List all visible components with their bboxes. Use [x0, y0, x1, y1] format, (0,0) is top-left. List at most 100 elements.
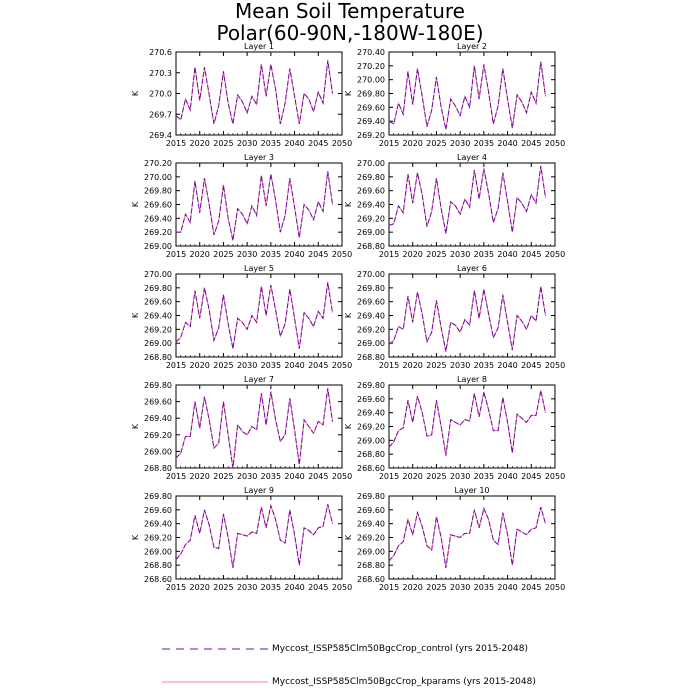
panel-4-frame	[388, 162, 556, 247]
panel-8-title: Layer 8	[457, 375, 487, 384]
panel-6-xtick-label: 2025	[426, 361, 446, 370]
panel-2-series-control	[388, 61, 547, 130]
panel-3-series-kparams	[176, 171, 334, 241]
panel-8-ytick-label: 269.20	[357, 423, 385, 432]
panel-8-frame	[388, 384, 556, 469]
panel-5-title: Layer 5	[244, 264, 274, 273]
panel-10-ytick-label: 268.80	[357, 561, 385, 570]
panel-6-ytick-label: 270.00	[357, 270, 385, 279]
panel-5-xtick-label: 2025	[213, 361, 233, 370]
panel-9-xtick-label: 2020	[190, 583, 210, 592]
panel-5-series-kparams	[175, 282, 334, 349]
panel-1-xtick-label: 2045	[308, 139, 328, 148]
panel-6-series-kparams	[388, 286, 547, 352]
panel-7-ytick-label: 269.00	[144, 447, 172, 456]
panel-5-xtick-label: 2015	[166, 361, 186, 370]
panel-7-xtick-label: 2040	[284, 472, 304, 481]
panel-5-xtick-label: 2050	[332, 361, 352, 370]
panel-7-xtick-label: 2050	[332, 472, 352, 481]
legend-label-control: Myccost_ISSP585Clm50BgcCrop_control (yrs…	[272, 644, 528, 654]
panel-4-xtick-label: 2040	[497, 250, 517, 259]
panel-6-xtick-label: 2050	[545, 361, 565, 370]
panel-9-frame	[175, 495, 343, 580]
panel-4-xtick-label: 2050	[545, 250, 565, 259]
panel-9-xtick-label: 2045	[308, 583, 328, 592]
panel-1-series-control	[175, 60, 334, 125]
panel-8-ytick-label: 269.00	[357, 436, 385, 445]
panel-2-xtick-label: 2035	[474, 139, 494, 148]
panel-5-series-control	[175, 282, 334, 349]
panel-10-xtick-label: 2035	[474, 583, 494, 592]
panel-7-frame	[175, 384, 343, 469]
panel-3-ytick-label: 270.20	[144, 159, 172, 168]
panel-9-ylabel: K	[131, 534, 140, 540]
legend-label-kparams: Myccost_ISSP585Clm50BgcCrop_kparams (yrs…	[272, 677, 536, 687]
panel-9-ytick-label: 269.40	[144, 520, 172, 529]
panel-3-ytick-label: 269.80	[144, 187, 172, 196]
panel-8-xtick-label: 2015	[379, 472, 399, 481]
panel-2-ylabel: K	[344, 90, 353, 96]
panel-9-xtick-label: 2040	[284, 583, 304, 592]
panel-2-ytick-label: 269.20	[357, 131, 385, 140]
panel-8-series-control	[388, 390, 546, 456]
panel-6-ytick-label: 269.60	[357, 298, 385, 307]
panel-1-xtick-label: 2035	[261, 139, 281, 148]
panel-8-xtick-label: 2025	[426, 472, 446, 481]
panel-2-ytick-label: 269.60	[357, 103, 385, 112]
panel-3-ylabel: K	[131, 201, 140, 207]
panel-6-title: Layer 6	[457, 264, 487, 273]
panel-3-xtick-label: 2025	[213, 250, 233, 259]
panel-4-xtick-label: 2035	[474, 250, 494, 259]
panel-2-ytick-label: 269.80	[357, 90, 385, 99]
panel-4-ytick-label: 268.80	[357, 242, 385, 251]
panel-8-ylabel: K	[344, 423, 353, 429]
panel-1-xtick-label: 2040	[284, 139, 304, 148]
panel-8-xtick-label: 2030	[450, 472, 470, 481]
panel-1-xtick-label: 2030	[237, 139, 257, 148]
panel-9-ytick-label: 268.80	[144, 561, 172, 570]
panel-7-ytick-label: 268.80	[144, 464, 172, 473]
panel-5-ytick-label: 269.20	[144, 325, 172, 334]
panel-10-ytick-label: 269.00	[357, 547, 385, 556]
panel-9-title: Layer 9	[244, 486, 274, 495]
panel-6-ylabel: K	[344, 312, 353, 318]
panel-10-xtick-label: 2030	[450, 583, 470, 592]
panel-9-ytick-label: 268.60	[144, 575, 172, 584]
panel-4-xtick-label: 2030	[450, 250, 470, 259]
panel-4-ylabel: K	[344, 201, 353, 207]
panel-9-xtick-label: 2025	[213, 583, 233, 592]
panel-3-ytick-label: 269.40	[144, 214, 172, 223]
panel-9-ytick-label: 269.20	[144, 534, 172, 543]
panel-5-xtick-label: 2040	[284, 361, 304, 370]
panel-10-series-kparams	[388, 506, 546, 569]
panel-6-xtick-label: 2045	[521, 361, 541, 370]
panel-1-ylabel: K	[131, 90, 140, 96]
panel-10-xtick-label: 2020	[403, 583, 423, 592]
panel-10-xtick-label: 2015	[379, 583, 399, 592]
panel-6-xtick-label: 2035	[474, 361, 494, 370]
panel-8-ytick-label: 269.40	[357, 409, 385, 418]
panel-6-xtick-label: 2020	[403, 361, 423, 370]
panel-7-xtick-label: 2020	[190, 472, 210, 481]
panel-7-series-control	[175, 388, 334, 469]
panel-9-xtick-label: 2050	[332, 583, 352, 592]
panel-10-xtick-label: 2025	[426, 583, 446, 592]
panel-4-ytick-label: 269.20	[357, 214, 385, 223]
panel-1-series-kparams	[175, 60, 334, 125]
panel-5-xtick-label: 2020	[190, 361, 210, 370]
panel-2-xtick-label: 2020	[403, 139, 423, 148]
panel-5-ylabel: K	[131, 312, 140, 318]
panel-6-ytick-label: 269.80	[357, 284, 385, 293]
panel-1-ytick-label: 269.4	[149, 131, 172, 140]
panel-1-xtick-label: 2015	[166, 139, 186, 148]
panel-8-series-kparams	[388, 390, 546, 456]
panel-9-series-control	[175, 503, 333, 569]
panel-2-ytick-label: 270.00	[357, 76, 385, 85]
panel-4-xtick-label: 2020	[403, 250, 423, 259]
panel-7-title: Layer 7	[244, 375, 274, 384]
panel-8-xtick-label: 2045	[521, 472, 541, 481]
panel-7-ytick-label: 269.40	[144, 414, 172, 423]
panel-9-series-kparams	[175, 503, 333, 569]
panel-10-xtick-label: 2050	[545, 583, 565, 592]
panel-5-ytick-label: 269.00	[144, 339, 172, 348]
